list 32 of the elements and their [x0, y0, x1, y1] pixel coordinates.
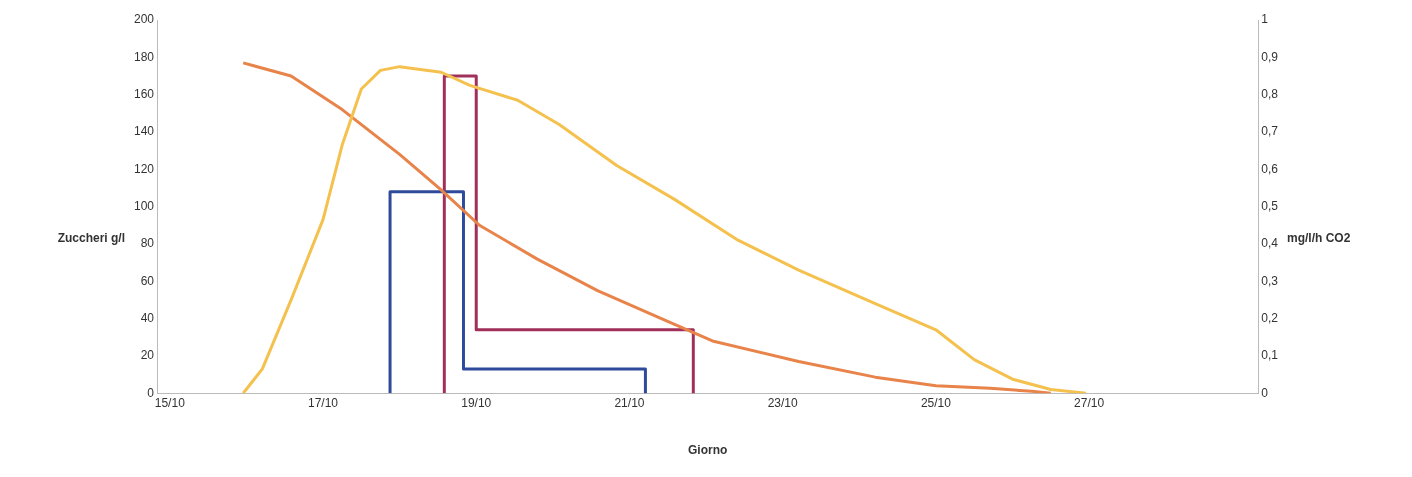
y2-tick-label: 1: [1261, 12, 1269, 27]
y-tick-label: 200: [133, 12, 155, 27]
x-tick-label: 17/10: [308, 395, 339, 410]
x-tick-label: 19/10: [461, 395, 492, 410]
y-tick-label: 100: [133, 198, 155, 213]
y-tick-label: 140: [133, 124, 155, 139]
x-tick-label: 21/10: [614, 395, 645, 410]
y2-tick-label: 0,3: [1261, 273, 1279, 288]
y2-tick-label: 0,5: [1261, 198, 1279, 213]
y2-tick-label: 0,7: [1261, 124, 1279, 139]
y2-axis-title: mg/l/h CO2: [1286, 230, 1352, 247]
x-tick-label: 27/10: [1074, 395, 1105, 410]
y-tick-label: 20: [140, 348, 155, 363]
x-axis-title: Giorno: [688, 443, 728, 458]
x-tick-label: 15/10: [154, 395, 186, 410]
y2-tick-label: 0,8: [1261, 86, 1279, 101]
y-tick-label: 0: [147, 385, 155, 400]
y-tick-label: 80: [140, 236, 155, 251]
x-tick-label: 23/10: [767, 395, 799, 410]
y2-tick-label: 0,4: [1261, 236, 1279, 251]
y2-tick-label: 0,1: [1261, 348, 1279, 363]
y-tick-label: 120: [133, 161, 155, 176]
y2-tick-label: 0,6: [1261, 161, 1279, 176]
y2-tick-label: 0,2: [1261, 310, 1279, 325]
y-tick-label: 40: [140, 310, 155, 325]
y2-tick-label: 0: [1261, 385, 1269, 400]
y-axis-title: Zuccheri g/l: [56, 230, 126, 247]
y-tick-label: 60: [140, 273, 155, 288]
x-tick-label: 25/10: [920, 395, 952, 410]
y2-tick-label: 0,9: [1261, 49, 1279, 64]
y-tick-label: 180: [133, 49, 155, 64]
y-tick-label: 160: [133, 86, 155, 101]
